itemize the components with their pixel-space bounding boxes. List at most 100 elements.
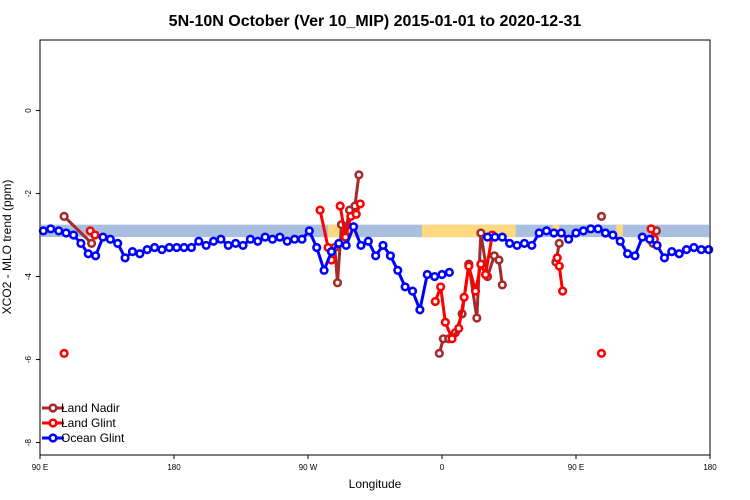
plot-frame	[39, 39, 711, 456]
data-point	[76, 238, 86, 248]
data-point	[172, 242, 182, 253]
data-point	[596, 348, 607, 358]
data-point	[59, 348, 69, 358]
data-point	[659, 253, 670, 263]
data-point	[275, 232, 285, 242]
legend-marker	[48, 433, 58, 443]
legend-marker	[48, 403, 58, 413]
data-point	[608, 230, 618, 240]
data-point	[61, 228, 71, 238]
data-point	[351, 209, 361, 219]
data-point	[363, 236, 373, 246]
data-point	[422, 269, 432, 280]
x-axis: 90 E 180 90 W 0 90 E 180	[32, 455, 717, 472]
data-point	[622, 249, 633, 259]
data-point	[312, 242, 322, 253]
data-point	[646, 224, 656, 234]
data-point	[470, 286, 481, 296]
data-point	[267, 234, 278, 244]
data-point	[454, 323, 464, 334]
data-point	[334, 238, 344, 248]
data-point	[704, 244, 714, 255]
data-point	[282, 236, 292, 246]
data-point	[319, 265, 329, 275]
y-axis-label: XCO2 - MLO trend (ppm)	[0, 180, 14, 315]
data-point	[490, 232, 500, 242]
data-point	[476, 228, 486, 238]
y-tick-label: 0	[24, 108, 33, 113]
data-point	[556, 228, 566, 238]
data-point	[105, 234, 115, 244]
data-point	[86, 238, 97, 248]
data-point	[385, 251, 396, 261]
data-point	[586, 224, 596, 234]
data-point	[615, 236, 625, 246]
data-point	[297, 234, 307, 244]
series-line	[63, 215, 93, 245]
data-point	[290, 234, 300, 244]
x-tick-label: 0	[440, 463, 445, 472]
data-point	[564, 234, 574, 244]
data-point	[378, 240, 388, 251]
legend-label: Ocean Glint	[61, 431, 125, 445]
data-point	[223, 240, 233, 251]
data-point	[434, 348, 444, 358]
data-point	[476, 259, 486, 269]
data-point	[482, 232, 493, 242]
data-point	[437, 269, 447, 280]
series-layer	[38, 170, 714, 358]
data-point	[135, 249, 145, 259]
data-point	[393, 265, 403, 275]
data-point	[120, 253, 130, 263]
data-point	[54, 226, 64, 236]
y-tick-label: -6	[24, 355, 33, 363]
data-point	[667, 247, 677, 257]
data-point	[194, 236, 204, 246]
data-point	[238, 240, 248, 251]
data-point	[464, 261, 474, 271]
data-point	[149, 242, 160, 253]
y-tick-label: -8	[24, 438, 33, 446]
x-tick-label: 90 E	[568, 463, 584, 472]
data-point	[142, 244, 152, 255]
data-point	[400, 282, 410, 292]
data-point	[430, 296, 440, 307]
data-point	[304, 226, 314, 236]
data-point	[46, 224, 56, 234]
x-axis-label: Longitude	[349, 477, 402, 491]
data-point	[674, 249, 684, 259]
data-point	[216, 234, 226, 244]
data-point	[689, 242, 699, 253]
data-point	[645, 234, 655, 244]
data-point	[231, 238, 241, 248]
data-point	[164, 242, 174, 253]
y-tick-label: -4	[24, 272, 33, 280]
data-point	[90, 230, 100, 240]
data-point	[179, 242, 189, 253]
data-point	[480, 269, 491, 280]
data-point	[652, 240, 662, 251]
data-point	[371, 251, 381, 261]
data-point	[541, 226, 552, 236]
data-point	[332, 278, 343, 288]
legend-item: Land Nadir	[42, 401, 120, 415]
data-point	[505, 238, 515, 248]
legend-marker	[48, 418, 58, 428]
data-point	[549, 228, 559, 238]
data-point	[208, 236, 219, 246]
data-point	[245, 234, 255, 244]
data-point	[554, 238, 564, 248]
series-ocean-glint	[38, 222, 714, 315]
legend-label: Land Nadir	[61, 401, 120, 415]
data-point	[341, 240, 351, 251]
data-point	[430, 271, 440, 282]
data-point	[38, 226, 48, 236]
data-point	[472, 313, 482, 323]
data-point	[186, 242, 197, 253]
data-point	[59, 211, 69, 221]
data-point	[630, 251, 640, 261]
data-point	[596, 211, 607, 221]
data-point	[260, 232, 270, 242]
